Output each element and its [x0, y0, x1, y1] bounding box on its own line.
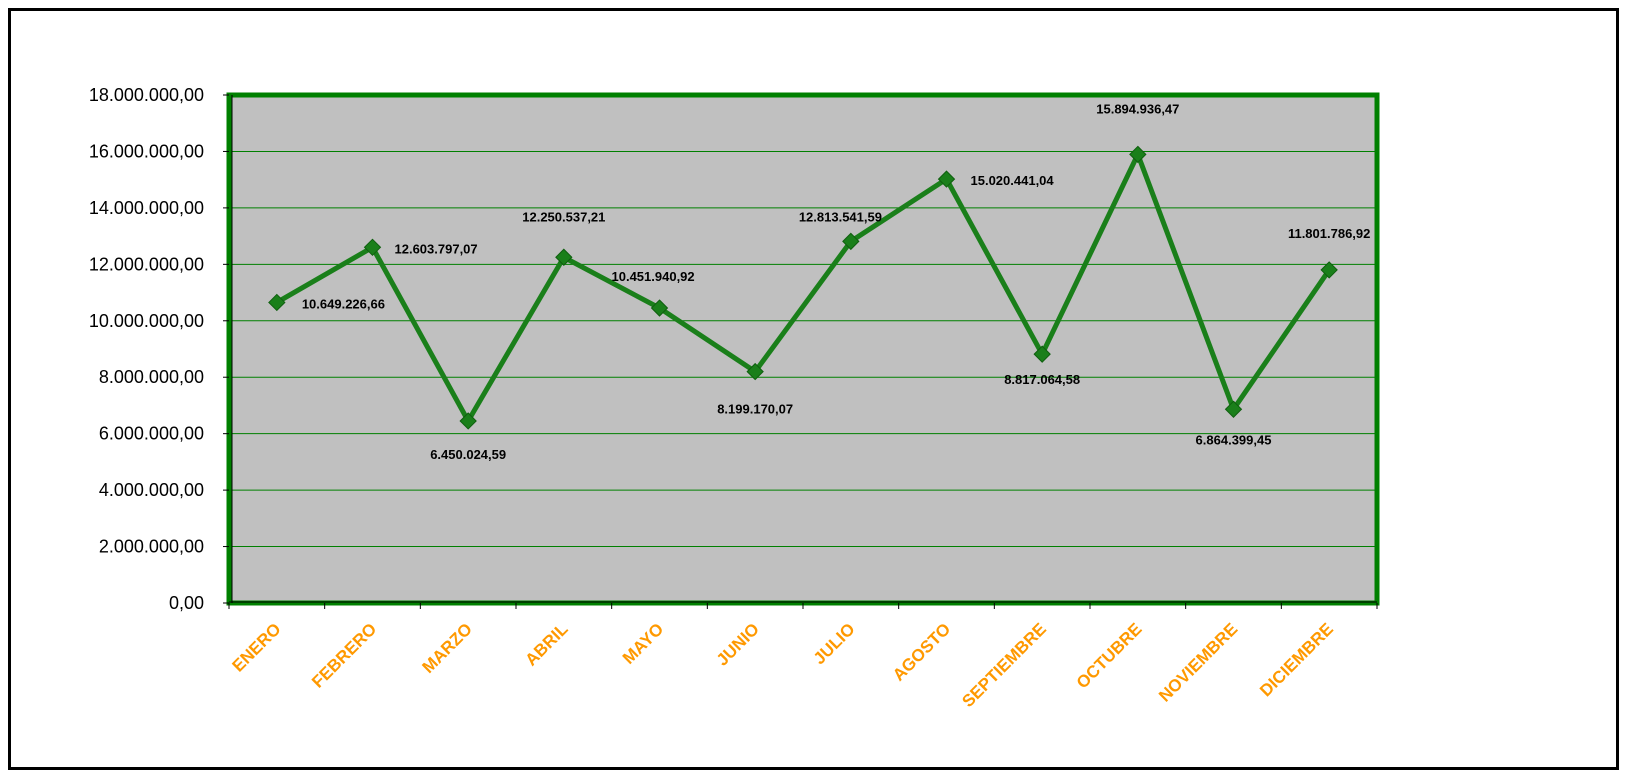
data-point-marker [555, 248, 573, 266]
x-tick-label: DICIEMBRE [1256, 619, 1337, 700]
data-point-marker [1129, 145, 1147, 164]
x-tick-label: JUNIO [713, 619, 763, 669]
data-label: 12.250.537,21 [522, 209, 605, 224]
x-tick-label: OCTUBRE [1073, 619, 1146, 692]
x-tick-label: MARZO [418, 619, 476, 677]
data-label: 10.451.940,92 [612, 269, 695, 284]
data-label: 12.603.797,07 [395, 241, 478, 256]
data-label: 8.199.170,07 [717, 402, 793, 417]
y-tick-label: 6.000.000,00 [99, 424, 204, 444]
data-label: 6.450.024,59 [430, 447, 506, 462]
y-tick-label: 16.000.000,00 [89, 141, 204, 161]
data-point-marker [650, 299, 669, 317]
y-tick-label: 18.000.000,00 [89, 85, 204, 105]
data-labels: 10.649.226,66 12.603.797,07 6.450.024,59 12… [302, 101, 1371, 462]
series-line-path [275, 148, 1332, 427]
grid-lines [229, 150, 1377, 548]
x-axis: ENERO FEBRERO MARZO ABRIL MAYO JUNIO JULIO AGOS… [228, 601, 1378, 711]
data-label: 15.894.936,47 [1096, 101, 1179, 116]
x-tick-label: MAYO [619, 619, 667, 667]
data-label: 6.864.399,45 [1196, 432, 1272, 447]
x-tick-label: FEBRERO [308, 619, 380, 691]
x-tick-label: AGOSTO [889, 619, 954, 684]
x-tick-label: JULIO [810, 619, 859, 668]
data-point-marker [746, 362, 764, 381]
x-tick-label: ABRIL [521, 619, 571, 669]
y-axis: 0,00 2.000.000,00 4.000.000,00 6.000.000,00… [89, 85, 233, 613]
x-tick-label: NOVIEMBRE [1155, 619, 1241, 705]
data-point-marker [1033, 345, 1051, 363]
data-point-marker [363, 238, 382, 256]
series-markers [268, 145, 1338, 430]
data-point-marker [459, 412, 477, 430]
data-label: 10.649.226,66 [302, 296, 385, 311]
y-tick-label: 4.000.000,00 [99, 480, 204, 500]
data-point-marker [937, 170, 956, 188]
y-tick-label: 2.000.000,00 [99, 537, 204, 557]
y-tick-label: 14.000.000,00 [89, 198, 204, 218]
plot-area [226, 92, 1380, 606]
data-label: 12.813.541,59 [799, 209, 882, 224]
x-tick-label: ENERO [228, 619, 284, 675]
y-tick-label: 8.000.000,00 [99, 367, 204, 387]
series-line [275, 148, 1332, 427]
y-tick-label: 0,00 [169, 593, 204, 613]
data-point-marker [268, 293, 286, 312]
data-point-marker [1320, 261, 1338, 279]
data-label: 15.020.441,04 [971, 173, 1055, 188]
data-label: 11.801.786,92 [1288, 226, 1370, 241]
data-label: 8.817.064,58 [1004, 372, 1080, 387]
y-tick-label: 10.000.000,00 [89, 311, 204, 331]
data-point-marker [1224, 400, 1243, 418]
x-tick-label: SEPTIEMBRE [958, 619, 1050, 711]
data-point-marker [842, 232, 860, 251]
y-tick-label: 12.000.000,00 [89, 254, 204, 274]
